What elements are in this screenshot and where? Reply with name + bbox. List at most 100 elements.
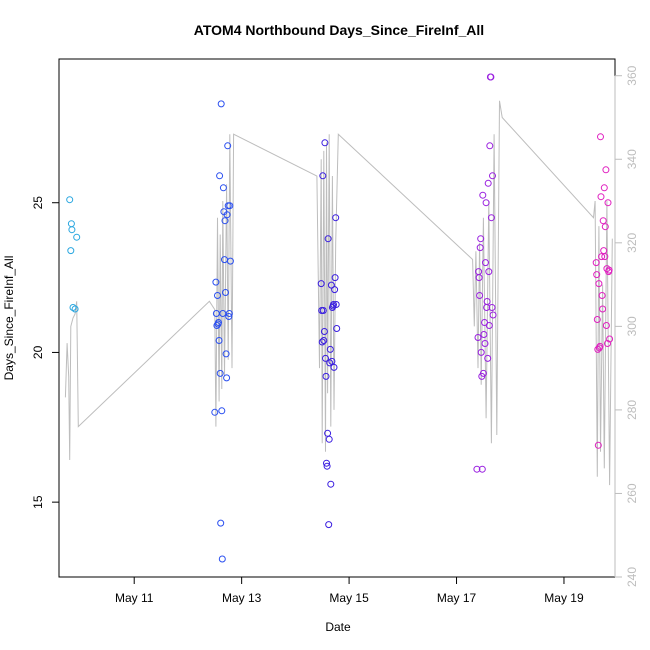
data-point (68, 226, 76, 234)
data-point (211, 408, 219, 416)
chart-title: ATOM4 Northbound Days_Since_FireInf_All (194, 22, 484, 38)
data-point (332, 301, 340, 308)
data-point (599, 305, 607, 313)
data-point (332, 214, 340, 222)
data-point (484, 354, 492, 362)
data-point (598, 292, 606, 299)
data-point (217, 100, 225, 108)
data-point (323, 459, 330, 467)
x-tick-label: May 15 (329, 591, 369, 605)
data-point (333, 325, 341, 332)
data-point (216, 369, 224, 377)
data-point (597, 193, 605, 201)
data-point (476, 292, 484, 299)
y2-tick-label: 320 (625, 232, 639, 252)
data-point (602, 322, 610, 329)
data-point (599, 217, 607, 225)
data-point (483, 298, 491, 305)
data-point (330, 301, 337, 308)
data-point (485, 322, 493, 329)
data-point (216, 172, 224, 180)
data-point (482, 259, 489, 267)
data-point (331, 286, 339, 294)
data-point (484, 179, 492, 187)
data-point (319, 307, 327, 314)
fire-line (64, 100, 613, 486)
data-point (218, 555, 226, 563)
data-point (601, 253, 609, 261)
data-point (319, 172, 327, 180)
x-tick-label: May 19 (544, 591, 584, 605)
data-point (320, 328, 328, 335)
data-point (221, 217, 229, 225)
y-tick-label: 15 (31, 495, 45, 509)
data-point (327, 281, 335, 289)
y2-tick-label: 280 (625, 400, 639, 420)
data-point (71, 305, 79, 313)
data-point (317, 280, 325, 288)
data-point (594, 441, 602, 449)
y2-tick-label: 300 (625, 316, 639, 336)
data-point (596, 342, 604, 350)
x-tick-label: May 17 (437, 591, 477, 605)
data-point (600, 184, 608, 192)
plot-area (58, 58, 616, 578)
data-point (601, 223, 609, 231)
data-point (478, 465, 486, 473)
data-point (330, 363, 338, 371)
data-point (214, 292, 221, 299)
data-point (66, 196, 74, 204)
data-point (325, 521, 333, 529)
data-point (331, 274, 339, 282)
y-axis-label: Days_Since_FireInf_All (2, 256, 16, 381)
data-point (487, 73, 495, 81)
data-point (321, 139, 329, 147)
data-point (73, 233, 81, 241)
data-point (322, 372, 330, 380)
data-point (474, 334, 482, 341)
data-point (326, 345, 334, 353)
data-point (479, 191, 487, 199)
data-point (320, 337, 328, 344)
data-point (226, 202, 234, 210)
data-point (489, 311, 497, 319)
data-point (224, 142, 232, 150)
data-point (485, 268, 493, 276)
data-point (328, 357, 336, 365)
data-point (595, 280, 603, 288)
x-axis-label: Date (325, 620, 351, 634)
data-point (322, 354, 329, 362)
x-tick-label: May 11 (115, 591, 154, 605)
data-point (67, 247, 75, 255)
data-point (593, 316, 601, 323)
data-point (597, 133, 604, 141)
y2-tick-label: 340 (625, 149, 639, 169)
data-point (225, 310, 233, 317)
data-point (222, 350, 230, 358)
data-point (218, 407, 226, 415)
data-point (606, 335, 614, 343)
y-axis: 15 20 25 (31, 196, 60, 509)
data-point (602, 166, 610, 174)
data-point (215, 337, 223, 344)
data-point (327, 480, 335, 488)
data-point (486, 142, 494, 150)
data-point (222, 289, 229, 296)
data-point (212, 278, 220, 286)
y2-tick-label: 240 (625, 567, 639, 587)
data-point (481, 340, 489, 347)
y2-axis: 240 260 280 300 320 340 360 (614, 65, 639, 587)
data-point (473, 465, 481, 473)
data-point (477, 348, 485, 356)
data-point (487, 214, 495, 222)
data-point (488, 304, 496, 311)
y-tick-label: 25 (31, 196, 45, 210)
data-point (226, 257, 234, 265)
x-tick-label: May 13 (222, 591, 262, 605)
data-point (219, 184, 227, 192)
data-point (593, 271, 601, 279)
data-point (223, 211, 231, 219)
y2-tick-label: 260 (625, 483, 639, 503)
y-tick-label: 20 (31, 345, 45, 359)
data-point (605, 266, 613, 274)
